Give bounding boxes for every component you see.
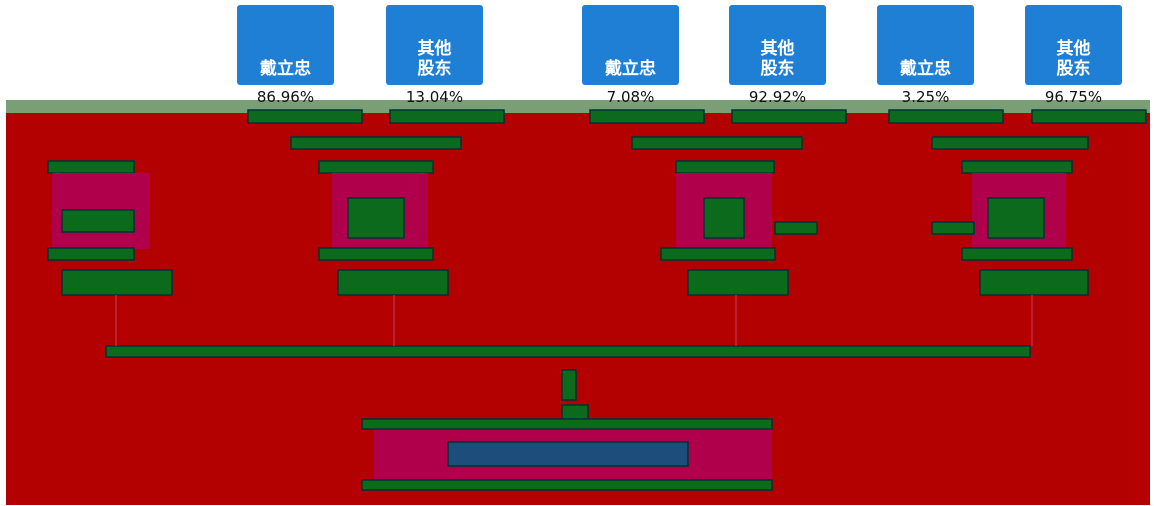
holder-label: 戴立忠 (900, 59, 951, 79)
holder-label: 其他股东 (417, 39, 452, 79)
holder-percent: 7.08% (606, 88, 655, 106)
holder-box: 其他股东 (386, 5, 483, 85)
holder-percent: 92.92% (748, 88, 807, 106)
holder-box: 戴立忠 (582, 5, 679, 85)
holder-label: 其他股东 (760, 39, 795, 79)
holder-percent: 3.25% (901, 88, 950, 106)
holder-percent: 86.96% (256, 88, 315, 106)
holder-percent: 13.04% (405, 88, 464, 106)
holder-label: 戴立忠 (605, 59, 656, 79)
holder-box: 戴立忠 (877, 5, 974, 85)
holder-label: 戴立忠 (260, 59, 311, 79)
connectors (47, 109, 1147, 174)
holder-box: 其他股东 (729, 5, 826, 85)
lines (115, 295, 1033, 346)
holder-box: 戴立忠 (237, 5, 334, 85)
holder-percent: 96.75% (1044, 88, 1103, 106)
entity-boxes (52, 173, 1066, 480)
connectors-lower (47, 197, 1089, 491)
holder-label: 其他股东 (1056, 39, 1091, 79)
holder-box: 其他股东 (1025, 5, 1122, 85)
